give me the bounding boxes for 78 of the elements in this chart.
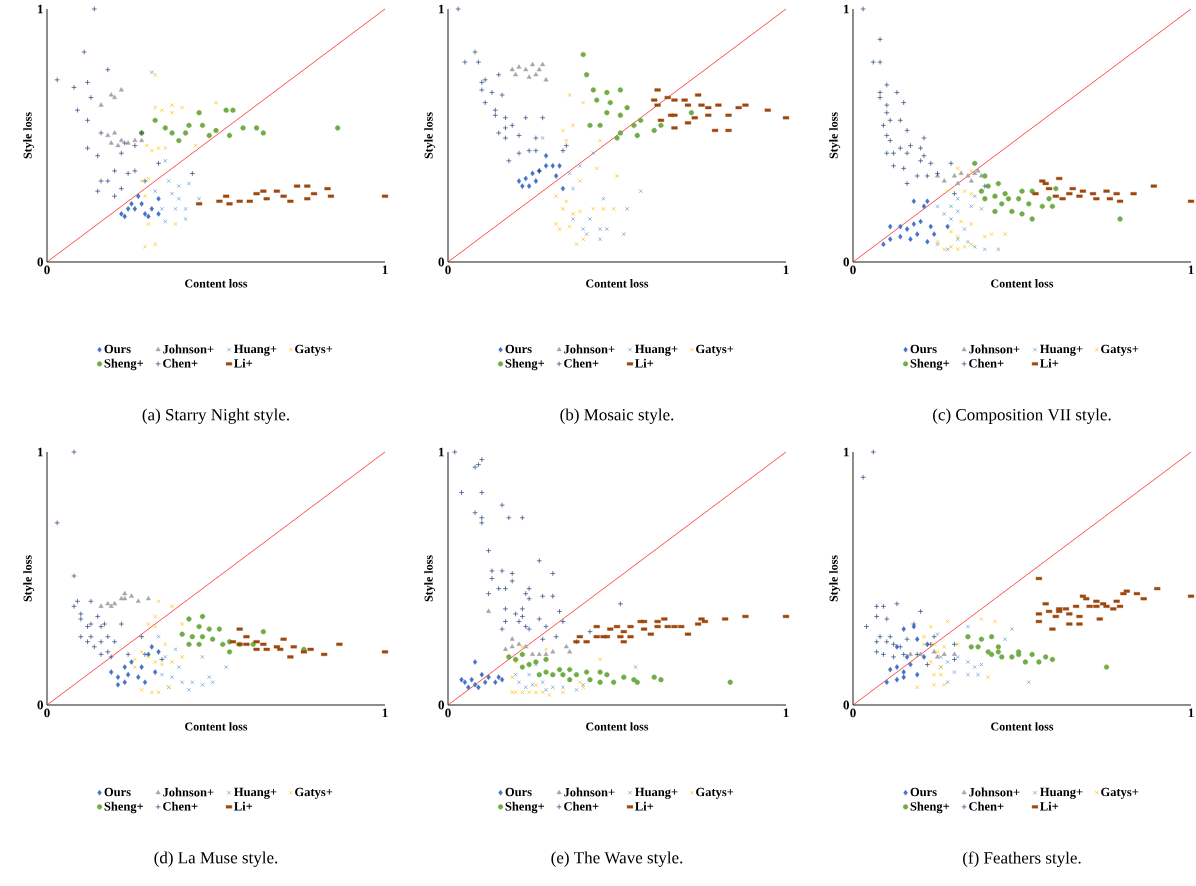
x-tick-label: 1 — [382, 708, 388, 718]
y-tick-label: 0 — [843, 257, 849, 267]
x-tick-label: 1 — [1188, 265, 1194, 275]
legend-label: Johnson+ — [564, 787, 615, 797]
legend-label: Ours — [104, 787, 131, 797]
text: (a) Starry Night style. — [142, 408, 289, 424]
y-axis-title: Style loss — [829, 555, 841, 602]
y-tick-label: 0 — [438, 257, 444, 267]
legend-label: Gatys+ — [295, 344, 333, 356]
legend-label: Chen+ — [564, 358, 599, 368]
legend-label: Sheng+ — [910, 801, 950, 814]
y-axis-title: Style loss — [829, 112, 841, 159]
legend-label: Huang+ — [234, 787, 277, 799]
legend-label: Li+ — [234, 358, 253, 368]
y-tick-label: 1 — [844, 447, 849, 457]
y-tick-label: 0 — [37, 257, 43, 267]
legend-label: Ours — [505, 344, 532, 354]
legend-label: Sheng+ — [104, 801, 144, 814]
legend-label: Li+ — [234, 801, 253, 811]
y-tick-label: 0 — [37, 700, 43, 710]
legend-label: Chen+ — [564, 801, 599, 811]
x-tick-label: 1 — [783, 265, 789, 275]
legend-label: Gatys+ — [1101, 787, 1139, 799]
y-axis-title: Style loss — [23, 112, 35, 159]
legend-label: Gatys+ — [295, 787, 333, 799]
legend-label: Ours — [104, 344, 131, 354]
x-tick-label: 1 — [1188, 708, 1194, 718]
y-axis-title: Style loss — [424, 555, 436, 602]
x-tick-label: 1 — [382, 265, 388, 275]
legend-label: Johnson+ — [564, 344, 615, 354]
y-axis-title: Style loss — [23, 555, 35, 602]
y-tick-label: 1 — [38, 4, 43, 14]
legend-label: Johnson+ — [163, 787, 214, 797]
x-tick-label: 1 — [783, 708, 789, 718]
legend-label: Huang+ — [635, 787, 678, 799]
legend-label: Chen+ — [969, 358, 1004, 368]
text: (c) Composition VII style. — [933, 408, 1111, 424]
legend-label: Li+ — [1040, 358, 1059, 368]
legend-label: Johnson+ — [163, 344, 214, 354]
x-axis-title: Content loss — [991, 279, 1054, 288]
text: (e) The Wave style. — [551, 851, 683, 867]
legend-label: Johnson+ — [969, 344, 1020, 354]
legend-label: Huang+ — [1040, 344, 1083, 356]
y-tick-label: 1 — [439, 4, 444, 14]
legend-label: Gatys+ — [1101, 344, 1139, 356]
x-axis-title: Content loss — [185, 279, 248, 288]
legend-label: Chen+ — [163, 801, 198, 811]
x-axis-title: Content loss — [586, 279, 649, 288]
legend-label: Ours — [910, 344, 937, 354]
x-axis-title: Content loss — [185, 722, 248, 731]
legend-label: Sheng+ — [104, 358, 144, 371]
legend-label: Huang+ — [234, 344, 277, 356]
y-tick-label: 1 — [38, 447, 43, 457]
legend-label: Johnson+ — [969, 787, 1020, 797]
legend-label: Li+ — [635, 358, 654, 368]
legend-label: Gatys+ — [696, 787, 734, 799]
legend-label: Huang+ — [1040, 787, 1083, 799]
legend-label: Ours — [505, 787, 532, 797]
legend-label: Gatys+ — [696, 344, 734, 356]
x-axis-title: Content loss — [991, 722, 1054, 731]
text: (b) Mosaic style. — [560, 408, 674, 424]
y-axis-title: Style loss — [424, 112, 436, 159]
legend-label: Li+ — [1040, 801, 1059, 811]
legend-label: Sheng+ — [505, 358, 545, 371]
legend-label: Chen+ — [969, 801, 1004, 811]
legend-label: Ours — [910, 787, 937, 797]
x-axis-title: Content loss — [586, 722, 649, 731]
legend-label: Huang+ — [635, 344, 678, 356]
y-tick-label: 1 — [844, 4, 849, 14]
legend-label: Li+ — [635, 801, 654, 811]
y-tick-label: 1 — [439, 447, 444, 457]
y-tick-label: 0 — [438, 700, 444, 710]
legend-label: Sheng+ — [505, 801, 545, 814]
text: (d) La Muse style. — [154, 851, 278, 867]
y-tick-label: 0 — [843, 700, 849, 710]
legend-label: Sheng+ — [910, 358, 950, 371]
legend-label: Chen+ — [163, 358, 198, 368]
text: (f) Feathers style. — [963, 851, 1081, 868]
